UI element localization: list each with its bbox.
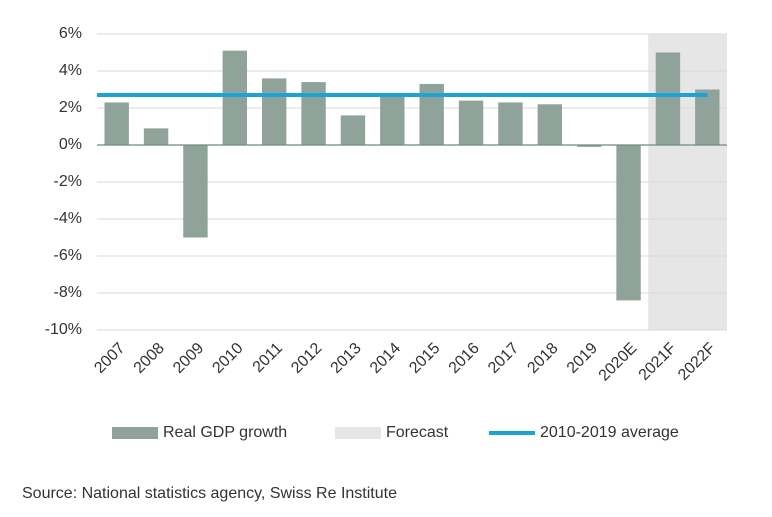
bar	[301, 82, 326, 145]
source: Source: National statistics agency, Swis…	[22, 485, 397, 502]
y-tick-label: -8%	[54, 284, 82, 301]
y-tick-label: -2%	[54, 173, 82, 190]
bar	[222, 50, 248, 145]
legend-swatch	[335, 427, 381, 439]
bar	[340, 115, 366, 145]
y-tick-label: 6%	[59, 25, 82, 42]
x-tick-label: 2011	[250, 340, 286, 376]
x-tick-label: 2008	[131, 340, 168, 377]
bar	[261, 78, 287, 145]
x-tick-label: 2021F	[636, 340, 680, 384]
bar	[616, 145, 641, 301]
bar	[380, 93, 405, 145]
bar	[498, 102, 523, 145]
legend-label: 2010-2019 average	[540, 424, 679, 441]
y-tick-label: 2%	[59, 99, 82, 116]
y-tick-label: -6%	[54, 247, 82, 264]
legend-swatch	[112, 427, 158, 439]
bar	[104, 102, 129, 145]
x-tick-label: 2010	[209, 340, 246, 377]
x-tick-label: 2012	[288, 340, 325, 377]
x-tick-label: 2014	[367, 340, 404, 377]
x-tick-label: 2016	[446, 340, 483, 377]
y-tick-label: -4%	[54, 210, 82, 227]
x-tick-label: 2015	[406, 340, 443, 377]
y-tick-label: -10%	[45, 321, 82, 338]
legend-label: Real GDP growth	[163, 424, 287, 441]
x-tick-label: 2007	[91, 340, 128, 377]
legend-label: Forecast	[386, 424, 449, 441]
x-tick-label: 2020E	[596, 340, 641, 385]
bar	[458, 100, 484, 145]
bar	[183, 145, 208, 238]
x-tick-label: 2022F	[675, 340, 719, 384]
x-tick-label: 2018	[524, 340, 561, 377]
bar	[537, 104, 563, 145]
bar	[655, 52, 681, 145]
x-tick-label: 2017	[485, 340, 522, 377]
y-tick-label: 4%	[59, 62, 82, 79]
y-tick-label: 0%	[59, 136, 82, 153]
bar	[576, 145, 602, 147]
x-tick-label: 2009	[170, 340, 207, 377]
bar	[695, 89, 720, 145]
bar	[143, 128, 169, 145]
x-tick-label: 2013	[328, 340, 365, 377]
